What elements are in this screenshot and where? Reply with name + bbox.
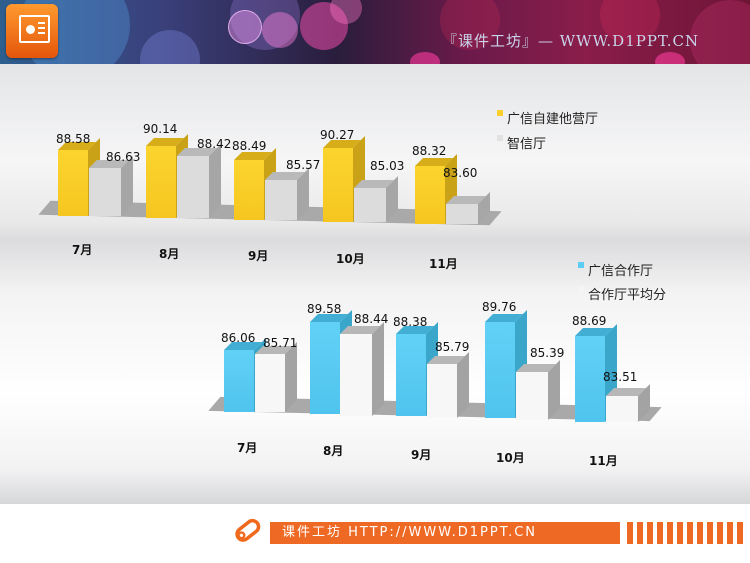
header-title: 『课件工坊』— WWW.D1PPT.CN xyxy=(442,32,700,50)
bar-series1-nov xyxy=(575,324,617,422)
chart-bottom: 86.06 85.71 89.58 88.44 88.38 85.79 xyxy=(0,254,750,504)
x-axis-label: 9月 xyxy=(248,249,269,263)
x-axis-label: 7月 xyxy=(72,243,93,257)
bar-series1-sep xyxy=(396,322,438,416)
x-axis-label: 10月 xyxy=(336,252,365,266)
legend-swatch-white xyxy=(578,286,584,292)
bokeh-decoration xyxy=(140,30,200,64)
legend-swatch-yellow xyxy=(497,110,503,116)
bokeh-decoration xyxy=(440,0,500,50)
footer-link[interactable]: 课件工坊 HTTP://WWW.D1PPT.CN xyxy=(270,522,620,544)
x-axis-label: 7月 xyxy=(237,441,258,455)
bar-series2-aug xyxy=(340,322,384,416)
value-label: 88.38 xyxy=(393,315,428,329)
bar-series1-aug xyxy=(310,310,352,414)
value-label: 85.79 xyxy=(435,340,470,354)
value-label: 88.44 xyxy=(354,312,389,326)
value-label: 88.32 xyxy=(412,144,447,158)
value-label: 89.76 xyxy=(482,300,517,314)
bokeh-decoration xyxy=(655,52,685,64)
footer-stripes-decoration xyxy=(627,522,743,544)
value-label: 85.57 xyxy=(286,158,321,172)
value-label: 88.58 xyxy=(56,132,91,146)
bokeh-decoration xyxy=(262,12,298,48)
x-axis-label: 9月 xyxy=(411,448,432,462)
bar-series2-nov xyxy=(446,192,490,224)
value-label: 85.03 xyxy=(370,159,405,173)
bar-series2-oct xyxy=(516,360,560,420)
x-axis-label: 8月 xyxy=(159,247,180,261)
value-label: 88.42 xyxy=(197,137,232,151)
value-label: 89.58 xyxy=(307,302,342,316)
powerpoint-icon[interactable] xyxy=(6,4,58,58)
legend-item-series2: 合作厅平均分 xyxy=(578,284,666,303)
header-banner: 『课件工坊』— WWW.D1PPT.CN xyxy=(0,0,750,64)
value-label: 83.60 xyxy=(443,166,478,180)
legend-item-series1: 广信合作厅 xyxy=(578,260,653,279)
bokeh-decoration xyxy=(410,52,440,64)
value-label: 90.27 xyxy=(320,128,355,142)
value-label: 85.71 xyxy=(263,336,298,350)
value-label: 90.14 xyxy=(143,122,178,136)
bar-series2-sep xyxy=(427,352,469,418)
value-label: 85.39 xyxy=(530,346,565,360)
bar-series2-jul xyxy=(255,342,297,412)
bar-series1-sep xyxy=(234,148,276,220)
legend-item-series2: 智信厅 xyxy=(497,133,546,152)
chart-top: 88.58 86.63 90.14 88.42 88.49 85.57 xyxy=(0,64,750,284)
bokeh-decoration xyxy=(300,2,348,50)
bar-series2-oct xyxy=(354,176,398,222)
bar-series1-jul xyxy=(224,338,266,412)
legend-swatch-gray xyxy=(497,135,503,141)
legend-item-series1: 广信自建他营厅 xyxy=(497,108,598,127)
x-axis-label: 8月 xyxy=(323,444,344,458)
x-axis-label: 11月 xyxy=(429,257,458,271)
bar-series1-oct xyxy=(485,310,527,418)
bar-series1-aug xyxy=(146,134,188,218)
value-label: 88.49 xyxy=(232,139,267,153)
bar-series1-oct xyxy=(323,136,365,222)
bokeh-decoration xyxy=(228,10,262,44)
bar-series2-sep xyxy=(265,168,309,220)
pencil-icon xyxy=(235,518,261,542)
x-axis-label: 10月 xyxy=(496,451,525,465)
bar-series2-aug xyxy=(177,144,221,218)
value-label: 86.06 xyxy=(221,331,256,345)
bar-series2-jul xyxy=(89,156,133,216)
legend-swatch-blue xyxy=(578,262,584,268)
bar-series1-jul xyxy=(58,138,100,216)
bar-series1-nov xyxy=(415,154,457,224)
bar-series2-nov xyxy=(606,384,650,422)
value-label: 88.69 xyxy=(572,314,607,328)
value-label: 86.63 xyxy=(106,150,141,164)
value-label: 83.51 xyxy=(603,370,638,384)
x-axis-label: 11月 xyxy=(589,454,618,468)
slide-content: 88.58 86.63 90.14 88.42 88.49 85.57 xyxy=(0,64,750,504)
